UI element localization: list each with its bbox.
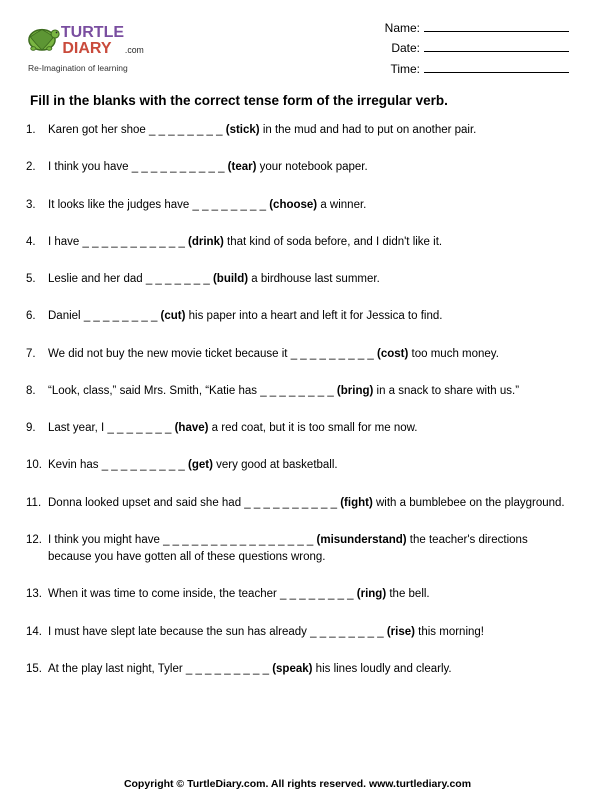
question-text: Donna looked upset and said she had _ _ … — [48, 495, 569, 512]
question-text: I must have slept late because the sun h… — [48, 624, 569, 641]
question-item: When it was time to come inside, the tea… — [26, 586, 569, 603]
instructions: Fill in the blanks with the correct tens… — [30, 93, 569, 108]
blank-field[interactable]: _ _ _ _ _ _ _ _ _ _ _ — [83, 236, 189, 248]
question-item: We did not buy the new movie ticket beca… — [26, 346, 569, 363]
question-item: At the play last night, Tyler _ _ _ _ _ … — [26, 661, 569, 678]
blank-field[interactable]: _ _ _ _ _ _ _ _ — [192, 199, 269, 211]
blank-field[interactable]: _ _ _ _ _ _ _ _ — [310, 626, 387, 638]
verb-hint: (fight) — [340, 497, 373, 509]
verb-hint: (get) — [188, 459, 213, 471]
turtle-diary-logo-icon: TURTLE DIARY .com — [26, 18, 186, 66]
blank-field[interactable]: _ _ _ _ _ _ _ _ _ — [102, 459, 188, 471]
verb-hint: (choose) — [269, 199, 317, 211]
blank-field[interactable]: _ _ _ _ _ _ _ — [146, 273, 213, 285]
verb-hint: (stick) — [226, 124, 260, 136]
verb-hint: (tear) — [228, 161, 257, 173]
question-item: “Look, class,” said Mrs. Smith, “Katie h… — [26, 383, 569, 400]
question-list: Karen got her shoe _ _ _ _ _ _ _ _ (stic… — [26, 122, 569, 678]
copyright: Copyright © TurtleDiary.com. All rights … — [0, 778, 595, 790]
header: TURTLE DIARY .com Re-Imagination of lear… — [26, 18, 569, 79]
blank-field[interactable]: _ _ _ _ _ _ _ _ _ _ — [132, 161, 228, 173]
question-text: Karen got her shoe _ _ _ _ _ _ _ _ (stic… — [48, 122, 569, 139]
verb-hint: (rise) — [387, 626, 415, 638]
question-text: When it was time to come inside, the tea… — [48, 586, 569, 603]
verb-hint: (misunderstand) — [317, 534, 407, 546]
svg-text:.com: .com — [125, 45, 144, 55]
time-label: Time: — [390, 59, 424, 79]
logo: TURTLE DIARY .com Re-Imagination of lear… — [26, 18, 186, 73]
date-input[interactable] — [424, 38, 569, 52]
blank-field[interactable]: _ _ _ _ _ _ _ — [107, 422, 174, 434]
question-text: At the play last night, Tyler _ _ _ _ _ … — [48, 661, 569, 678]
question-text: It looks like the judges have _ _ _ _ _ … — [48, 197, 569, 214]
question-item: I think you might have _ _ _ _ _ _ _ _ _… — [26, 532, 569, 567]
question-item: I have _ _ _ _ _ _ _ _ _ _ _ (drink) tha… — [26, 234, 569, 251]
svg-text:DIARY: DIARY — [62, 40, 112, 57]
verb-hint: (ring) — [357, 588, 386, 600]
verb-hint: (speak) — [272, 663, 312, 675]
blank-field[interactable]: _ _ _ _ _ _ _ _ — [280, 588, 357, 600]
name-label: Name: — [385, 18, 424, 38]
svg-text:TURTLE: TURTLE — [61, 24, 124, 41]
question-text: “Look, class,” said Mrs. Smith, “Katie h… — [48, 383, 569, 400]
question-item: Daniel _ _ _ _ _ _ _ _ (cut) his paper i… — [26, 308, 569, 325]
verb-hint: (build) — [213, 273, 248, 285]
blank-field[interactable]: _ _ _ _ _ _ _ _ _ _ — [244, 497, 340, 509]
verb-hint: (cut) — [161, 310, 186, 322]
question-text: I have _ _ _ _ _ _ _ _ _ _ _ (drink) tha… — [48, 234, 569, 251]
blank-field[interactable]: _ _ _ _ _ _ _ _ _ _ _ _ _ _ _ _ — [163, 534, 316, 546]
verb-hint: (drink) — [188, 236, 224, 248]
date-label: Date: — [391, 38, 424, 58]
info-fields: Name: Date: Time: — [385, 18, 569, 79]
question-text: Last year, I _ _ _ _ _ _ _ (have) a red … — [48, 420, 569, 437]
question-item: I must have slept late because the sun h… — [26, 624, 569, 641]
question-text: Daniel _ _ _ _ _ _ _ _ (cut) his paper i… — [48, 308, 569, 325]
question-item: Donna looked upset and said she had _ _ … — [26, 495, 569, 512]
question-item: Last year, I _ _ _ _ _ _ _ (have) a red … — [26, 420, 569, 437]
blank-field[interactable]: _ _ _ _ _ _ _ _ — [84, 310, 161, 322]
blank-field[interactable]: _ _ _ _ _ _ _ _ _ — [291, 348, 377, 360]
question-text: I think you might have _ _ _ _ _ _ _ _ _… — [48, 532, 569, 567]
blank-field[interactable]: _ _ _ _ _ _ _ _ _ — [186, 663, 272, 675]
question-text: We did not buy the new movie ticket beca… — [48, 346, 569, 363]
blank-field[interactable]: _ _ _ _ _ _ _ _ — [260, 385, 337, 397]
question-item: Leslie and her dad _ _ _ _ _ _ _ (build)… — [26, 271, 569, 288]
question-item: Kevin has _ _ _ _ _ _ _ _ _ (get) very g… — [26, 457, 569, 474]
verb-hint: (cost) — [377, 348, 408, 360]
tagline: Re-Imagination of learning — [28, 63, 186, 73]
name-input[interactable] — [424, 18, 569, 32]
question-text: Kevin has _ _ _ _ _ _ _ _ _ (get) very g… — [48, 457, 569, 474]
blank-field[interactable]: _ _ _ _ _ _ _ _ — [149, 124, 226, 136]
question-item: It looks like the judges have _ _ _ _ _ … — [26, 197, 569, 214]
verb-hint: (have) — [175, 422, 209, 434]
question-item: I think you have _ _ _ _ _ _ _ _ _ _ (te… — [26, 159, 569, 176]
question-item: Karen got her shoe _ _ _ _ _ _ _ _ (stic… — [26, 122, 569, 139]
question-text: Leslie and her dad _ _ _ _ _ _ _ (build)… — [48, 271, 569, 288]
question-text: I think you have _ _ _ _ _ _ _ _ _ _ (te… — [48, 159, 569, 176]
time-input[interactable] — [424, 59, 569, 73]
verb-hint: (bring) — [337, 385, 373, 397]
